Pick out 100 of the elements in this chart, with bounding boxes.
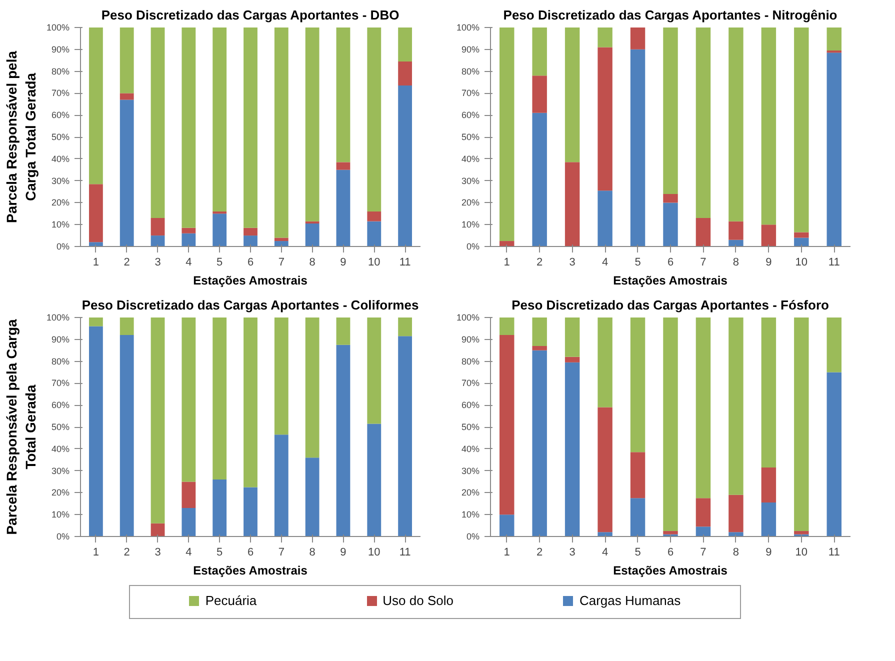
y-tick-label: 10% [461, 510, 480, 520]
y-tick-label: 50% [51, 422, 70, 432]
x-tick-label: 1 [504, 256, 510, 268]
x-axis-title: Estações Amostrais [193, 564, 308, 578]
y-tick-label: 90% [461, 334, 480, 344]
x-tick-label: 1 [92, 546, 100, 558]
y-tick-label: 50% [461, 132, 480, 142]
x-tick-label: 1 [504, 546, 510, 558]
y-tick-label: 60% [461, 400, 480, 410]
y-tick-label: 0% [466, 532, 480, 542]
y-tick-label: 80% [461, 356, 480, 366]
y-tick-label: 40% [51, 444, 70, 454]
chart-title: Peso Discretizado das Cargas Aportantes - Nitrogênio [503, 8, 838, 22]
x-tick-label: 5 [634, 256, 641, 268]
x-tick-label: 2 [124, 256, 130, 268]
x-tick-label: 7 [700, 256, 706, 268]
y-axis-title: Parcela Responsável pela Carga Total Gerada [3, 50, 38, 223]
x-tick-label: 10 [795, 546, 808, 558]
y-tick-label: 30% [51, 466, 70, 476]
x-tick-label: 8 [732, 546, 740, 558]
y-tick-label: 30% [51, 176, 70, 186]
x-tick-label: 6 [667, 546, 674, 558]
y-tick-label: 90% [51, 334, 70, 344]
y-tick-label: 70% [51, 88, 70, 98]
x-tick-label: 7 [700, 546, 706, 558]
x-tick-label: 6 [247, 546, 254, 558]
x-tick-label: 10 [368, 546, 380, 558]
x-tick-label: 8 [309, 256, 316, 268]
y-tick-label: 90% [461, 44, 480, 54]
x-tick-label: 3 [569, 546, 576, 558]
x-tick-label: 4 [602, 546, 608, 558]
x-tick-label: 2 [536, 256, 543, 268]
y-tick-label: 20% [51, 488, 70, 498]
y-tick-label: 70% [51, 378, 70, 388]
y-tick-label: 70% [461, 378, 480, 388]
x-tick-label: 10 [368, 256, 380, 268]
x-tick-label: 7 [278, 546, 284, 558]
x-tick-label: 3 [154, 256, 161, 268]
y-tick-label: 60% [51, 400, 70, 410]
y-tick-label: 20% [461, 198, 480, 208]
y-tick-label: 0% [466, 242, 480, 252]
x-tick-label: 4 [186, 546, 192, 558]
y-tick-label: 90% [51, 44, 70, 54]
x-axis-title: Estações Amostrais [613, 274, 728, 288]
x-axis-title: Estações Amostrais [193, 274, 308, 288]
y-tick-label: 0% [56, 532, 70, 542]
y-tick-label: 10% [51, 220, 70, 230]
legend-label: Uso do Solo [382, 592, 454, 610]
x-tick-label: 5 [216, 546, 223, 558]
y-tick-label: 100% [46, 22, 70, 32]
x-tick-label: 2 [124, 546, 130, 558]
chart-title: Peso Discretizado das Cargas Aportantes - DBO [101, 8, 400, 22]
legend-label: Pecuária [204, 592, 257, 610]
x-tick-label: 6 [667, 256, 674, 268]
x-tick-label: 4 [186, 256, 192, 268]
x-tick-label: 11 [828, 546, 840, 558]
y-tick-label: 100% [456, 312, 480, 322]
y-tick-label: 50% [51, 132, 70, 142]
x-tick-label: 3 [154, 546, 161, 558]
x-tick-label: 5 [634, 546, 641, 558]
x-tick-label: 5 [216, 256, 223, 268]
y-tick-label: 0% [56, 242, 70, 252]
y-tick-label: 60% [461, 110, 480, 120]
x-tick-label: 4 [602, 256, 608, 268]
x-tick-label: 11 [828, 256, 840, 268]
y-tick-label: 80% [461, 66, 480, 76]
x-tick-label: 2 [536, 546, 543, 558]
y-axis-title: Parcela Responsável pela Carga Total Gerada [3, 319, 38, 535]
chart-title: Peso Discretizado das Cargas Aportantes - Fósforo [512, 298, 830, 312]
x-tick-label: 11 [399, 256, 411, 268]
x-axis-title: Estações Amostrais [613, 564, 728, 578]
x-tick-label: 7 [278, 256, 284, 268]
x-tick-label: 1 [92, 256, 100, 268]
y-tick-label: 30% [461, 466, 480, 476]
y-tick-label: 40% [461, 154, 480, 164]
x-tick-label: 9 [766, 546, 772, 558]
x-tick-label: 3 [569, 256, 576, 268]
y-tick-label: 70% [461, 88, 480, 98]
y-tick-label: 50% [461, 422, 480, 432]
x-tick-label: 10 [795, 256, 808, 268]
y-tick-label: 80% [51, 66, 70, 76]
x-tick-label: 8 [309, 546, 316, 558]
y-tick-label: 100% [46, 312, 70, 322]
x-tick-label: 8 [732, 256, 740, 268]
legend-label: Cargas Humanas [578, 592, 681, 610]
y-tick-label: 40% [461, 444, 480, 454]
x-tick-label: 9 [340, 546, 346, 558]
y-tick-label: 30% [461, 176, 480, 186]
y-tick-label: 60% [51, 110, 70, 120]
y-tick-label: 100% [456, 22, 480, 32]
chart-title: Peso Discretizado das Cargas Aportantes - Coliformes [82, 298, 419, 312]
y-tick-label: 20% [461, 488, 480, 498]
y-tick-label: 40% [51, 154, 70, 164]
x-tick-label: 9 [766, 256, 772, 268]
y-tick-label: 10% [51, 510, 70, 520]
y-tick-label: 10% [461, 220, 480, 230]
x-tick-label: 9 [340, 256, 346, 268]
y-tick-label: 80% [51, 356, 70, 366]
x-tick-label: 6 [247, 256, 254, 268]
x-tick-label: 11 [399, 546, 411, 558]
